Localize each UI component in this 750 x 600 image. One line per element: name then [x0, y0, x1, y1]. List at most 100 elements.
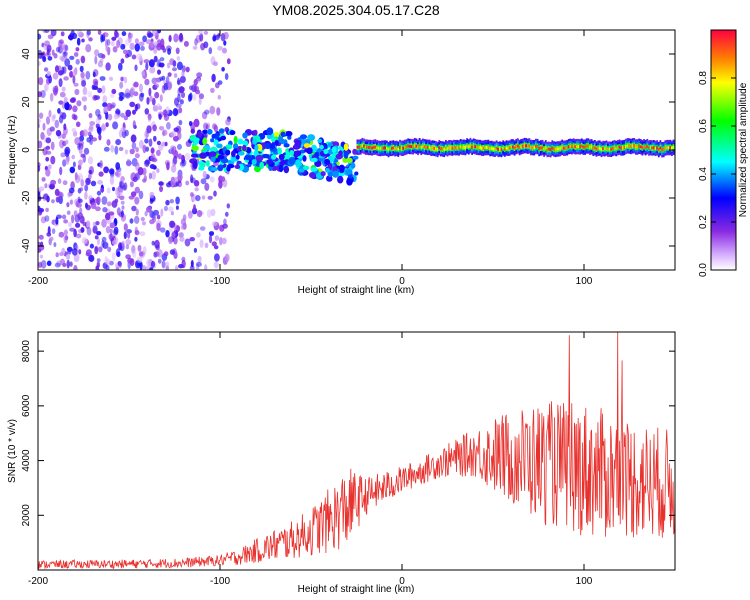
spectrogram-cell	[99, 76, 106, 81]
spectrogram-cell	[103, 106, 109, 113]
spectrogram-cell	[559, 147, 562, 150]
spectrogram-cell	[72, 130, 78, 137]
spectrogram-cell	[533, 146, 536, 150]
spectrogram-cell	[517, 144, 519, 148]
spectrogram-cell	[167, 62, 171, 69]
spectrogram-cell	[142, 221, 146, 226]
spectrogram-cell	[54, 262, 61, 268]
spectrogram-cell	[317, 138, 323, 144]
figure-title: YM08.2025.304.05.17.C28	[272, 2, 440, 18]
spectrogram-cell	[199, 239, 204, 248]
spectrogram-cell	[47, 56, 53, 61]
spectrogram-cell	[158, 143, 164, 151]
spectrogram-cell	[180, 218, 186, 226]
spectrogram-cell	[608, 147, 611, 151]
spectrogram-cell	[653, 146, 655, 150]
spectrogram-cell	[205, 160, 210, 167]
spectrogram-cell	[62, 180, 68, 186]
spectrogram-cell	[42, 122, 46, 131]
spectrogram-cell	[211, 167, 219, 172]
spectrogram-cell	[346, 178, 353, 186]
spectrogram-cell	[106, 187, 111, 194]
spectrogram-cell	[130, 134, 137, 143]
spectrogram-cell	[134, 38, 139, 44]
spectrogram-cell	[443, 147, 446, 151]
spectrogram-cell	[145, 132, 149, 138]
spectrogram-cell	[400, 146, 403, 150]
spectrogram-cell	[151, 240, 155, 246]
spectrogram-cell	[221, 237, 227, 245]
spectrogram-cell	[148, 172, 152, 180]
spectrogram-cell	[40, 216, 47, 224]
spectrogram-cell	[635, 145, 637, 149]
spectrogram-cell	[144, 159, 151, 165]
spectrogram-cell	[544, 146, 547, 150]
spectrogram-cell	[307, 134, 316, 141]
spectrogram-cell	[153, 55, 158, 63]
spectrogram-cell	[413, 144, 416, 148]
spectrogram-cell	[582, 145, 585, 149]
spectrogram-cell	[136, 256, 143, 264]
spectrogram-cell	[110, 40, 115, 47]
spectrogram-cell	[237, 151, 245, 156]
spectrogram-cell	[114, 30, 118, 39]
spectrogram-cell	[120, 58, 125, 64]
spectrogram-cell	[49, 236, 54, 242]
spectrogram-cell	[57, 108, 61, 114]
spectrogram-cell	[95, 265, 100, 270]
spectrogram-cell	[487, 145, 490, 149]
spectrogram-cell	[81, 38, 85, 43]
spectrogram-cell	[138, 190, 144, 200]
spectrogram-cell	[67, 64, 73, 71]
spectrogram-cell	[141, 265, 146, 270]
spectrogram-cell	[95, 221, 100, 226]
spectrogram-cell	[201, 195, 206, 200]
spectrogram-cell	[156, 168, 160, 173]
spectrogram-cell	[155, 83, 159, 88]
spectrogram-cell	[155, 77, 161, 84]
spectrogram-cell	[361, 144, 364, 147]
spectrogram-cell	[129, 101, 136, 108]
y-tick-label: -40	[21, 238, 32, 253]
spectrogram-cell	[440, 147, 442, 151]
spectrogram-cell	[379, 147, 382, 150]
spectrogram-cell	[384, 146, 387, 150]
spectrogram-cell	[105, 62, 111, 71]
spectrogram-cell	[198, 166, 204, 171]
spectrogram-cell	[551, 146, 554, 150]
spectrogram-cell	[323, 148, 329, 155]
spectrogram-cell	[85, 44, 92, 53]
spectrogram-cell	[44, 30, 50, 33]
spectrogram-cell	[202, 137, 208, 146]
spectrogram-cell	[149, 191, 155, 199]
spectrogram-cell	[90, 180, 97, 187]
spectrogram-cell	[170, 164, 177, 173]
spectrogram-cell	[226, 166, 231, 172]
spectrogram-cell	[209, 105, 216, 115]
spectrogram-cell	[199, 226, 206, 231]
spectrogram-cell	[476, 145, 478, 149]
spectrogram-cell	[83, 147, 90, 155]
spectrogram-cell	[225, 211, 229, 217]
spectrogram-cell	[96, 231, 102, 236]
spectrogram-cell	[274, 139, 279, 146]
spectrogram-cell	[45, 168, 51, 177]
spectrogram-cell	[204, 264, 208, 270]
spectrogram-cell	[74, 88, 80, 96]
spectrogram-cell	[63, 96, 68, 104]
spectrogram-cell	[343, 143, 349, 151]
spectrogram-cell	[669, 146, 672, 149]
spectrogram-cell	[100, 34, 104, 43]
spectrogram-cell	[144, 78, 150, 86]
spectrogram-cell	[120, 210, 124, 218]
spectrogram-cell	[181, 256, 186, 262]
spectrogram-cell	[159, 57, 165, 62]
spectrogram-cell	[171, 232, 176, 238]
spectrogram-cell	[51, 115, 56, 122]
spectrogram-cell	[73, 228, 77, 238]
spectrogram-cell	[131, 141, 137, 150]
spectrogram-cell	[120, 176, 125, 182]
spectrogram-cell	[204, 242, 209, 249]
spectrogram-cell	[558, 147, 560, 151]
